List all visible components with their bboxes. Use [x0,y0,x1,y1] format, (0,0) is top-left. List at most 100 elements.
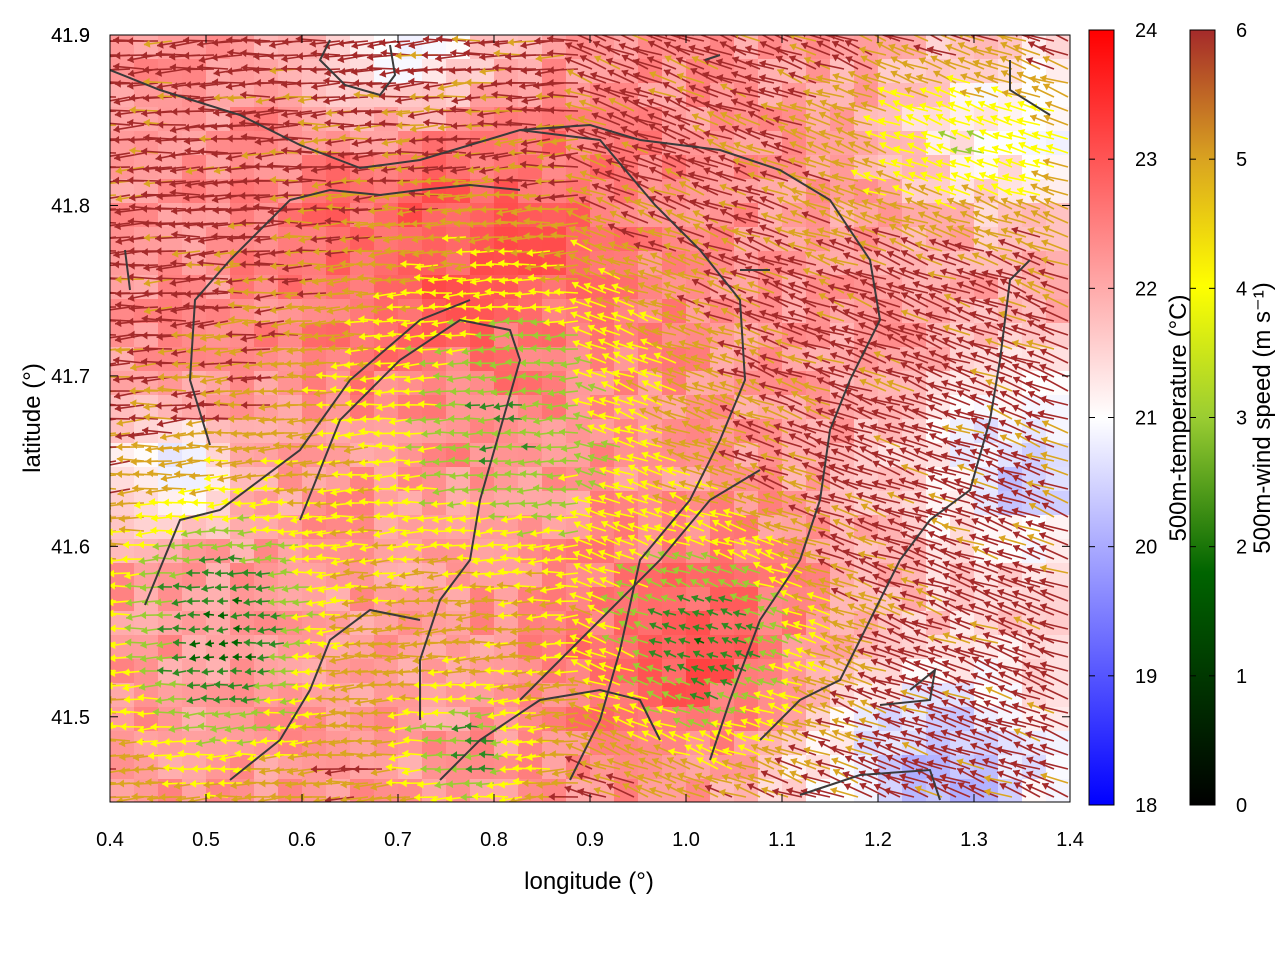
wind-arrow-head [190,779,197,788]
wind-arrow-head [198,304,205,313]
wind-arrow-head [155,359,162,368]
wind-arrow-head [141,626,148,635]
wind-arrow-head [110,624,116,633]
wind-arrow-head [110,514,112,523]
wind-arrow-head [184,235,191,244]
wind-arrow-head [110,721,114,730]
wind-arrow-shaft [110,488,131,494]
wind-arrow-head [200,694,207,703]
heat-cell [206,587,231,612]
wind-arrow-head [88,181,95,189]
wind-arrow-head [110,581,116,590]
wind-arrow-head [135,530,143,539]
wind-arrow-head [212,710,219,719]
wind-arrow-head [204,764,211,773]
wind-arrow-head [173,782,181,790]
wind-arrow-head [187,429,194,438]
wind-arrow-head [88,483,94,491]
wind-arrow-head [127,347,134,356]
wind-arrow-head [143,344,150,353]
wind-arrow-head [114,79,121,88]
heat-cell [686,779,711,802]
wind-arrow-head [114,110,122,119]
wind-arrow-head [100,106,106,114]
wind-arrow-head [170,259,177,268]
wind-arrow-head [120,722,127,731]
wind-arrow-head [219,653,226,662]
wind-arrow-head [147,763,154,772]
heat-cell [206,731,231,756]
wind-arrow-head [91,584,97,592]
wind-arrow-head [173,445,180,453]
wind-arrow-head [137,709,144,718]
heat-cell [374,683,399,708]
heat-cell [782,707,807,732]
heat-cell [326,515,351,540]
wind-arrow-head [127,217,135,226]
wind-arrow-head [198,122,205,131]
heat-cell [134,251,159,276]
wind-arrow-head [211,221,219,230]
heat-cell [566,419,591,444]
wind-arrow-head [115,431,122,440]
wind-arrow-head [155,178,162,187]
wind-arrow-head [143,233,150,242]
wind-arrow-head [86,108,92,116]
wind-arrow-head [143,263,150,272]
wind-arrow-head [198,250,206,259]
wind-arrow-head [101,180,107,188]
heat-cell [206,635,231,660]
wind-arrow-head [231,638,238,647]
wind-arrow-head [191,764,198,773]
wind-arrow-head [150,526,157,535]
heat-cell [134,563,159,588]
heat-cell [158,587,183,612]
wind-arrow-head [137,725,145,734]
wind-arrow-head [174,470,181,479]
wind-arrow-head [198,236,205,245]
wind-arrow-head [214,250,221,259]
wind-arrow-head [216,625,224,634]
wind-arrow-head [161,484,168,493]
wind-arrow-head [124,571,131,580]
wind-arrow-head [155,108,162,117]
wind-arrow-shaft [110,768,131,774]
wind-arrow-head [189,488,197,497]
wind-arrow-head [212,108,220,117]
wind-arrow-head [169,680,176,689]
wind-arrow-head [113,135,120,144]
heat-cell [806,275,831,300]
wind-arrow-head [169,571,176,580]
wind-arrow-head [99,316,105,324]
wind-arrow-head [87,418,94,426]
wind-arrow-head [151,514,158,523]
wind-arrow-head [93,654,99,662]
wind-arrow-head [186,666,193,675]
wind-arrow-head [122,683,130,692]
heat-cell [110,131,135,156]
wind-arrow-shaft [110,334,131,339]
wind-arrow-head [100,98,107,106]
heat-cell [734,779,759,802]
wind-arrow-head [86,287,92,295]
wind-arrow-head [118,739,126,748]
wind-arrow-head [183,36,190,45]
wind-arrow-shaft [110,516,131,520]
wind-arrow-head [185,180,192,189]
wind-arrow-head [155,401,162,410]
wind-arrow-head [141,190,148,199]
wind-arrow-head [102,373,108,381]
heat-cell [614,587,639,612]
heat-cell [422,227,447,252]
heat-cell [278,587,303,612]
wind-arrow-head [211,38,219,47]
wind-arrow-head [131,441,138,450]
heat-cell [182,587,207,612]
wind-arrow-head [232,596,239,605]
wind-arrow-head [100,306,106,314]
wind-arrow-head [124,624,131,633]
wind-arrow-head [128,247,135,256]
wind-arrow-head [198,709,205,718]
wind-arrow-shaft [110,544,117,547]
wind-arrow-head [114,335,122,344]
